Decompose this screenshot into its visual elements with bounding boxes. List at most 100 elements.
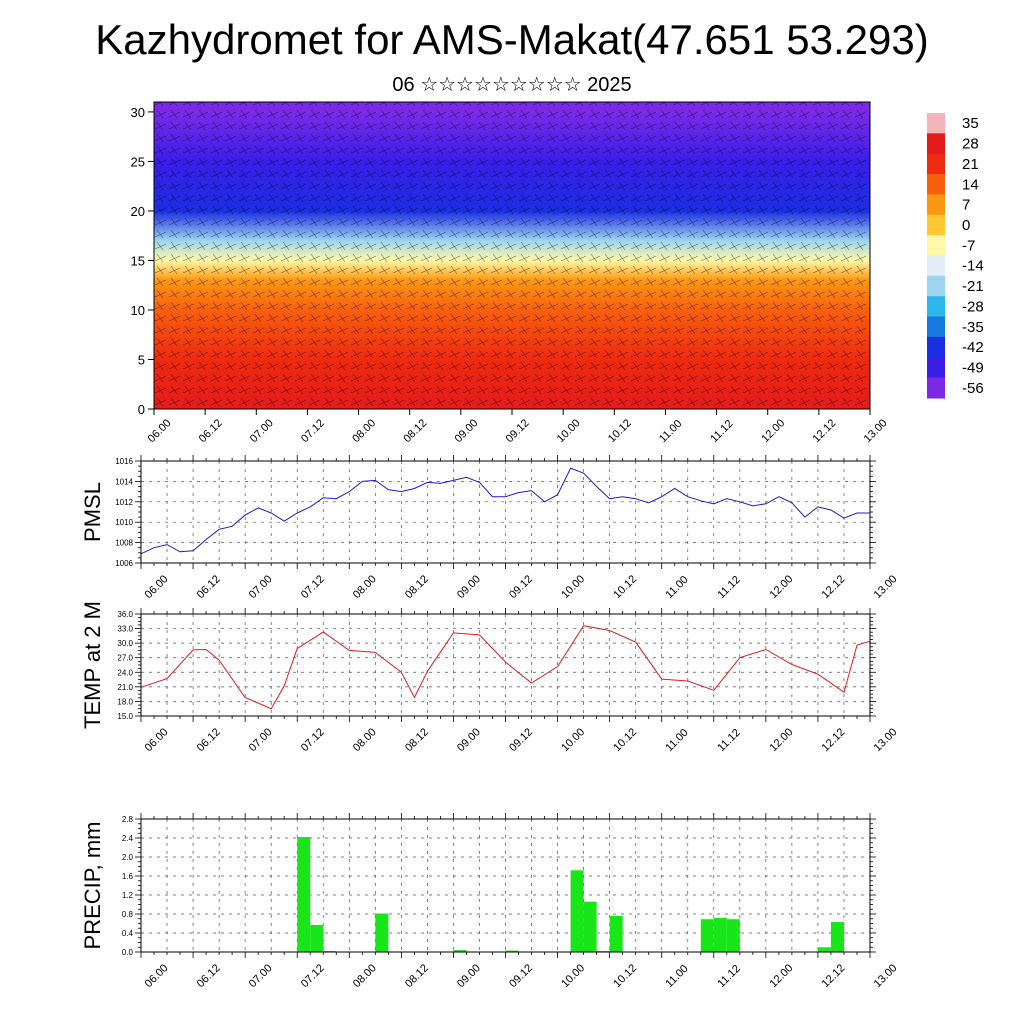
colorbar-label: -28: [962, 298, 984, 315]
y-tick-label: 2.4: [122, 834, 134, 843]
x-tick-label: 08.12: [403, 962, 431, 990]
x-tick-label: 11.12: [715, 727, 742, 754]
x-tick-label: 07.00: [247, 962, 275, 990]
colorbar-swatch: [927, 133, 945, 155]
page-title: Kazhydromet for AMS-Makat(47.651 53.293): [95, 16, 929, 63]
precip-bar: [453, 950, 467, 952]
y-tick-label: 36.0: [117, 610, 133, 619]
x-tick-label: 13.00: [862, 417, 890, 445]
colorbar-swatch: [927, 194, 945, 216]
precip-bar: [570, 870, 584, 952]
y-tick-label: 1.6: [122, 872, 134, 881]
colorbar-label: 14: [962, 176, 979, 193]
x-tick-label: 07.00: [248, 417, 276, 445]
y-tick-label: 0: [138, 402, 145, 417]
y-axis-title: PRECIP, mm: [80, 822, 105, 950]
x-tick-label: 12.00: [759, 417, 787, 445]
colorbar-label: -14: [962, 258, 984, 275]
x-tick-label: 09.12: [507, 573, 535, 601]
x-tick-label: 11.00: [663, 727, 690, 754]
colorbar-label: 21: [962, 156, 979, 173]
y-axis-title: PMSL: [80, 482, 105, 542]
x-tick-label: 08.12: [403, 573, 431, 601]
x-tick-label: 10.12: [606, 417, 634, 445]
pmsl-panel: 1006 1008 1010 1012 1014 1016 06.00 06.12 07.00 0…: [80, 455, 900, 601]
colorbar-swatch: [927, 275, 945, 297]
colorbar-swatch: [927, 336, 945, 358]
temp-panel: 15.0 18.0 21.0 24.0 27.0 30.0 33.0 36.0 06.00 06.…: [80, 601, 900, 754]
y-tick-label: 1016: [115, 457, 133, 466]
colorbar-swatch: [927, 153, 945, 175]
colorbar-swatch: [927, 377, 945, 399]
y-axis-title: TEMP at 2 M: [80, 601, 105, 729]
series-line: [140, 467, 870, 555]
x-tick-label: 10.00: [559, 573, 587, 601]
x-tick-label: 08.00: [351, 962, 379, 990]
precip-bar: [583, 901, 597, 952]
y-tick-label: 1010: [115, 518, 133, 527]
y-tick-label: 2.8: [122, 815, 134, 824]
precip-bar: [310, 924, 324, 952]
precip-bar: [375, 913, 389, 952]
colorbar-swatch: [927, 235, 945, 256]
y-tick-label: 1006: [115, 559, 133, 568]
y-tick-label: 1012: [115, 498, 133, 507]
x-tick-label: 09.00: [455, 962, 483, 990]
x-tick-label: 09.12: [507, 726, 535, 754]
cross-section-x-axis: 06.00 06.12 07.00 07.12 08.00 08.12 09.00 09.12…: [146, 409, 890, 445]
x-tick-label: 07.12: [299, 573, 327, 601]
colorbar-label: -21: [962, 278, 984, 295]
y-tick-label: 1014: [115, 477, 133, 486]
colorbar-label: 28: [962, 136, 979, 153]
colorbar-swatch: [927, 174, 945, 195]
y-tick-label: 27.0: [117, 654, 133, 663]
x-tick-label: 10.00: [559, 962, 587, 990]
precip-bar: [713, 917, 727, 952]
colorbar-label: 35: [962, 115, 979, 132]
precip-panel: 0.0 0.4 0.8 1.2 1.6 2.0 2.4 2.8 06.00 06.12 07.00 0…: [80, 813, 900, 990]
y-tick-label: 0.4: [122, 929, 134, 938]
x-tick-label: 13.00: [872, 573, 900, 601]
colorbar-label: 0: [962, 217, 970, 234]
y-tick-label: 24.0: [117, 668, 133, 677]
x-tick-label: 13.00: [872, 962, 900, 990]
y-tick-label: 25: [131, 154, 145, 169]
y-tick-label: 1008: [115, 539, 133, 548]
x-tick-label: 07.00: [247, 573, 275, 601]
y-tick-label: 33.0: [117, 625, 133, 634]
x-tick-label: 11.00: [657, 418, 684, 445]
y-tick-label: 30: [131, 105, 145, 120]
precip-bar: [609, 915, 623, 952]
colorbar-swatch: [927, 113, 945, 134]
x-tick-label: 12.12: [810, 417, 838, 445]
precip-bar: [830, 922, 844, 952]
cross-section-y-axis: 0 5 10 15 20 25 30: [131, 105, 154, 417]
y-tick-label: 18.0: [117, 697, 133, 706]
x-tick-label: 12.00: [767, 726, 795, 754]
x-tick-label: 12.12: [820, 573, 848, 601]
x-tick-label: 08.00: [350, 417, 378, 445]
x-tick-label: 07.12: [299, 962, 327, 990]
colorbar: 35 28 21 14 7 0 -7 -14 -21 -28 -35 -42 -49 -56: [927, 113, 984, 399]
precip-bar: [726, 919, 740, 952]
colorbar-swatch: [927, 214, 945, 236]
x-tick-label: 06.00: [143, 726, 171, 754]
x-tick-label: 09.00: [455, 726, 483, 754]
x-tick-label: 09.00: [452, 417, 480, 445]
x-tick-label: 09.12: [507, 962, 535, 990]
x-tick-label: 10.12: [611, 726, 639, 754]
colorbar-swatch: [927, 316, 945, 338]
x-tick-label: 06.12: [195, 573, 223, 601]
colorbar-swatch: [927, 255, 945, 277]
page-subtitle: 06 ☆☆☆☆☆☆☆☆☆ 2025: [392, 74, 632, 96]
x-tick-label: 10.12: [611, 573, 639, 601]
x-tick-label: 11.12: [708, 418, 735, 445]
x-tick-label: 10.00: [559, 726, 587, 754]
x-tick-label: 08.00: [351, 573, 379, 601]
x-tick-label: 06.12: [195, 726, 223, 754]
y-tick-label: 0.8: [122, 910, 134, 919]
x-tick-label: 09.00: [455, 573, 483, 601]
precip-bar: [700, 919, 714, 952]
y-tick-label: 15: [131, 253, 145, 268]
